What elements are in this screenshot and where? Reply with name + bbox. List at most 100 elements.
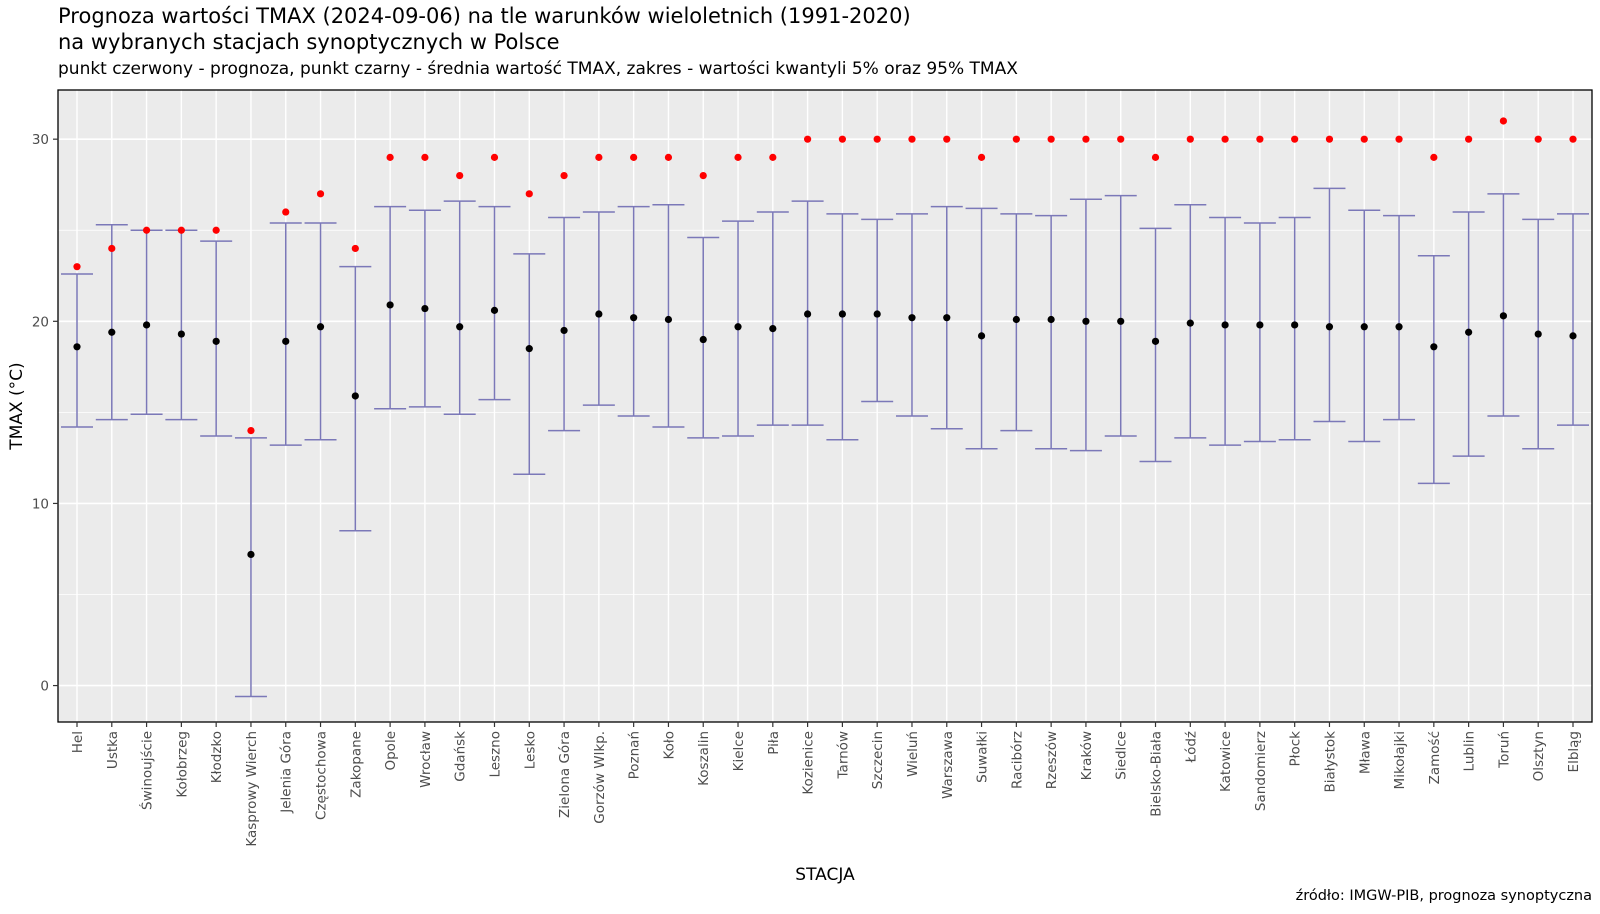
mean-point — [1012, 315, 1020, 324]
mean-point — [838, 310, 846, 318]
forecast-point — [525, 190, 533, 198]
mean-point — [490, 306, 499, 314]
forecast-point — [908, 135, 916, 143]
forecast-point — [73, 263, 81, 271]
y-tick-label: 20 — [32, 314, 49, 330]
mean-point — [1047, 315, 1055, 324]
x-tick-label: Płock — [1288, 731, 1304, 767]
mean-point — [804, 310, 812, 318]
forecast-point — [1569, 135, 1577, 143]
grid-lines — [58, 90, 1592, 722]
mean-point — [316, 323, 325, 331]
forecast-point — [1465, 135, 1473, 143]
x-tick-label: Zielona Góra — [557, 731, 573, 818]
x-tick-label: Piła — [766, 731, 782, 755]
mean-point — [630, 314, 638, 322]
x-tick-label: Lesko — [522, 731, 538, 769]
mean-point — [247, 550, 255, 559]
x-tick-label: Bielsko-Biała — [1149, 731, 1165, 817]
x-tick-label: Leszno — [487, 731, 503, 778]
forecast-point — [734, 153, 742, 161]
x-tick-label: Gdańsk — [453, 731, 469, 782]
mean-point — [1534, 330, 1542, 338]
forecast-point — [386, 153, 394, 161]
forecast-point — [1151, 153, 1160, 161]
x-tick-label: Katowice — [1218, 731, 1234, 792]
x-tick-label: Wrocław — [418, 731, 434, 788]
forecast-point — [1534, 135, 1542, 143]
x-tick-label: Szczecin — [870, 731, 886, 789]
plot-panel — [58, 90, 1592, 722]
x-tick-label: Kozienice — [801, 731, 817, 795]
quantile-ranges — [61, 187, 1589, 698]
source-caption: źródło: IMGW-PIB, prognoza synoptyczna — [1295, 888, 1592, 904]
mean-point — [560, 326, 568, 335]
mean-point — [212, 337, 220, 345]
x-tick-label: Łódź — [1183, 731, 1199, 764]
x-tick-label: Olsztyn — [1531, 731, 1547, 781]
x-tick-label: Rzeszów — [1044, 731, 1060, 789]
x-axis-title: STACJA — [795, 865, 855, 885]
y-tick-label: 30 — [32, 132, 49, 148]
mean-point — [1117, 317, 1125, 325]
forecast-point — [560, 172, 568, 180]
mean-point — [1186, 319, 1194, 327]
forecast-point — [1012, 135, 1020, 143]
forecast-point — [664, 153, 673, 161]
mean-point — [1256, 321, 1264, 329]
x-tick-label: Gorzów Wlkp. — [592, 731, 608, 824]
forecast-point — [595, 153, 603, 161]
forecast-point — [769, 153, 777, 161]
mean-point — [142, 321, 151, 329]
x-tick-label: Warszawa — [940, 731, 956, 799]
mean-point — [664, 315, 673, 324]
x-tick-label: Ustka — [105, 731, 121, 769]
mean-point — [1221, 321, 1229, 329]
forecast-point — [838, 135, 846, 143]
forecast-point — [1430, 153, 1438, 161]
x-tick-label: Częstochowa — [314, 731, 330, 820]
mean-point — [595, 310, 603, 318]
x-tick-label: Kraków — [1079, 731, 1095, 780]
x-tick-label: Tarnów — [835, 731, 851, 779]
mean-point — [734, 323, 742, 331]
mean-point — [977, 332, 986, 340]
x-tick-label: Świnoujście — [138, 731, 156, 810]
x-tick-label: Poznań — [627, 731, 643, 779]
forecast-point — [1117, 135, 1125, 143]
chart-subtitle-line2: na wybranych stacjach synoptycznych w Po… — [58, 30, 560, 54]
mean-point — [1291, 321, 1299, 329]
x-tick-label: Wieluń — [905, 731, 921, 777]
forecast-point — [699, 172, 707, 180]
forecast-point — [142, 226, 151, 234]
forecast-point — [108, 244, 116, 253]
forecast-point — [873, 135, 881, 143]
mean-point — [386, 301, 394, 309]
mean-point — [1569, 332, 1577, 340]
mean-point — [1325, 323, 1334, 331]
forecast-point — [1360, 135, 1368, 143]
x-tick-label: Zamość — [1427, 731, 1443, 784]
x-tick-label: Koszalin — [696, 731, 712, 786]
mean-point — [1360, 323, 1368, 331]
x-tick-label: Hel — [70, 731, 86, 753]
forecast-point — [456, 172, 464, 180]
chart-subtitle: punkt czerwony - prognoza, punkt czarny … — [58, 59, 1018, 79]
forecast-point — [212, 226, 220, 234]
forecast-point — [1291, 135, 1299, 143]
forecast-point — [490, 153, 499, 161]
mean-point — [769, 324, 777, 333]
x-tick-label: Suwałki — [975, 731, 991, 783]
x-tick-label: Zakopane — [348, 731, 364, 798]
x-tick-label: Jelenia Góra — [279, 731, 295, 814]
y-axis: 0 10 20 30 — [32, 132, 58, 695]
mean-point — [1082, 317, 1090, 325]
forecast-point — [630, 153, 638, 161]
mean-point — [1395, 323, 1403, 331]
y-axis-title: TMAX (°C) — [7, 362, 27, 450]
mean-point — [908, 314, 916, 322]
forecast-point — [1395, 135, 1403, 143]
forecast-point — [1256, 135, 1264, 143]
x-tick-label: Mława — [1357, 731, 1373, 774]
